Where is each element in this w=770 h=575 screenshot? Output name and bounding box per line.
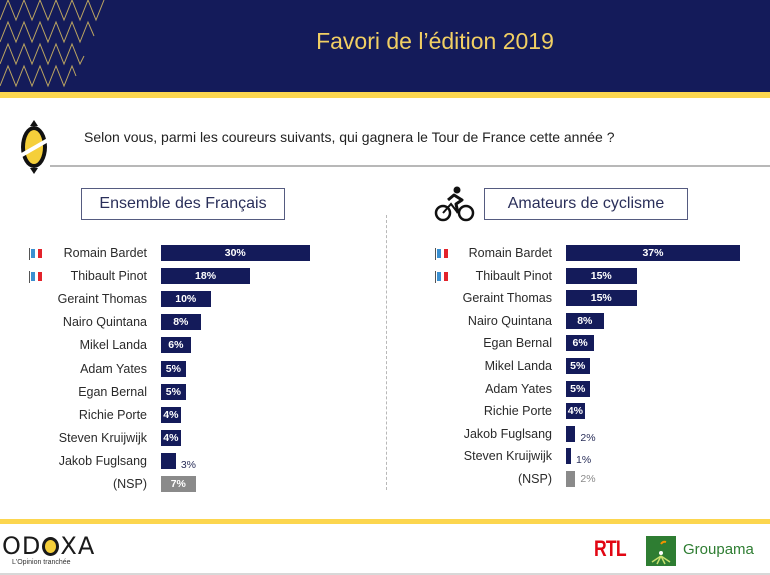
header-banner: Favori de l’édition 2019 <box>0 0 770 92</box>
rtl-logo: RTL <box>594 536 627 561</box>
odoxa-logo-start: OD <box>2 532 42 560</box>
data-label: 8% <box>173 316 189 329</box>
question-divider <box>50 165 770 167</box>
category-label: (NSP) <box>517 472 552 486</box>
group-title-all-french: Ensemble des Français <box>81 188 285 220</box>
data-label: 6% <box>572 337 588 350</box>
data-label: 3% <box>180 458 197 471</box>
bar <box>161 337 191 354</box>
bar <box>566 312 604 329</box>
bar <box>161 452 176 469</box>
odoxa-logo-end: XA <box>60 532 96 560</box>
category-label: Egan Bernal <box>483 336 552 351</box>
bar <box>566 290 637 307</box>
category-label: Steven Kruijwijk <box>463 449 552 464</box>
category-label: Mikel Landa <box>484 359 552 373</box>
french-flag-icon <box>29 247 43 260</box>
bar <box>161 406 181 423</box>
data-label: 8% <box>577 314 593 327</box>
category-label: Romain Bardet <box>63 246 147 260</box>
bar <box>566 403 585 420</box>
groupama-logo-text: Groupama <box>683 541 754 558</box>
bar <box>566 245 740 261</box>
bar <box>161 360 186 377</box>
odoxa-o-icon <box>42 537 60 556</box>
french-flag-icon <box>435 247 449 260</box>
bar <box>566 335 595 352</box>
category-label: Steven Kruijwijk <box>58 430 147 445</box>
category-label: Egan Bernal <box>78 384 147 399</box>
bar <box>161 383 186 400</box>
bar <box>161 291 211 308</box>
data-label: 5% <box>570 382 586 395</box>
data-label: 5% <box>165 385 181 398</box>
data-label: 15% <box>590 269 612 282</box>
data-label: 37% <box>642 247 664 259</box>
header-accent-band <box>0 92 770 98</box>
category-label: Nairo Quintana <box>467 313 552 328</box>
category-label: Adam Yates <box>485 381 552 396</box>
category-label: Thibault Pinot <box>475 268 552 283</box>
category-label: Geraint Thomas <box>57 292 147 307</box>
data-label: 1% <box>576 454 592 467</box>
cyclist-icon <box>434 186 475 222</box>
odoxa-tagline: L'Opinion tranchée <box>12 559 71 566</box>
data-label: 5% <box>570 360 586 372</box>
herringbone-pattern-icon <box>0 0 110 92</box>
footer-accent-band <box>0 519 770 524</box>
category-label: Geraint Thomas <box>462 291 552 306</box>
groupama-logo-icon <box>646 536 676 566</box>
category-label: Jakob Fuglsang <box>58 453 147 468</box>
bar <box>161 314 201 331</box>
bar <box>566 448 571 465</box>
data-label: 4% <box>163 408 179 421</box>
data-label: 7% <box>170 478 186 490</box>
french-flag-icon <box>29 270 43 284</box>
category-label: Richie Porte <box>483 404 552 419</box>
group-title-cycling-fans: Amateurs de cyclisme <box>484 188 688 220</box>
data-label: 2% <box>580 473 596 485</box>
category-label: Thibault Pinot <box>70 269 147 284</box>
data-label: 4% <box>567 405 583 418</box>
data-label: 10% <box>175 293 197 306</box>
odoxa-mark-icon <box>20 120 48 174</box>
category-label: (NSP) <box>112 477 147 491</box>
bar <box>161 268 251 285</box>
bar <box>161 429 181 446</box>
bar <box>161 245 310 261</box>
footer-divider <box>0 573 770 575</box>
category-label: Richie Porte <box>78 407 147 422</box>
survey-question: Selon vous, parmi les coureurs suivants,… <box>84 129 615 145</box>
bar <box>566 380 590 397</box>
category-label: Jakob Fuglsang <box>463 426 552 441</box>
category-label: Nairo Quintana <box>62 315 147 330</box>
bar <box>566 471 576 487</box>
page-title: Favori de l’édition 2019 <box>316 28 554 54</box>
category-label: Mikel Landa <box>79 338 147 353</box>
odoxa-logo: OD XA <box>2 532 95 560</box>
data-label: 5% <box>165 362 181 375</box>
data-label: 18% <box>195 270 217 283</box>
bar <box>566 267 637 284</box>
bar <box>566 425 576 442</box>
data-label: 2% <box>580 431 596 444</box>
section-divider <box>386 215 387 490</box>
bar <box>566 358 590 374</box>
bar <box>161 476 196 492</box>
data-label: 15% <box>590 292 612 305</box>
category-label: Romain Bardet <box>468 246 552 260</box>
category-label: Adam Yates <box>80 361 147 376</box>
data-label: 30% <box>224 247 246 259</box>
french-flag-icon <box>435 270 449 283</box>
data-label: 6% <box>168 339 184 352</box>
data-label: 4% <box>163 431 179 444</box>
